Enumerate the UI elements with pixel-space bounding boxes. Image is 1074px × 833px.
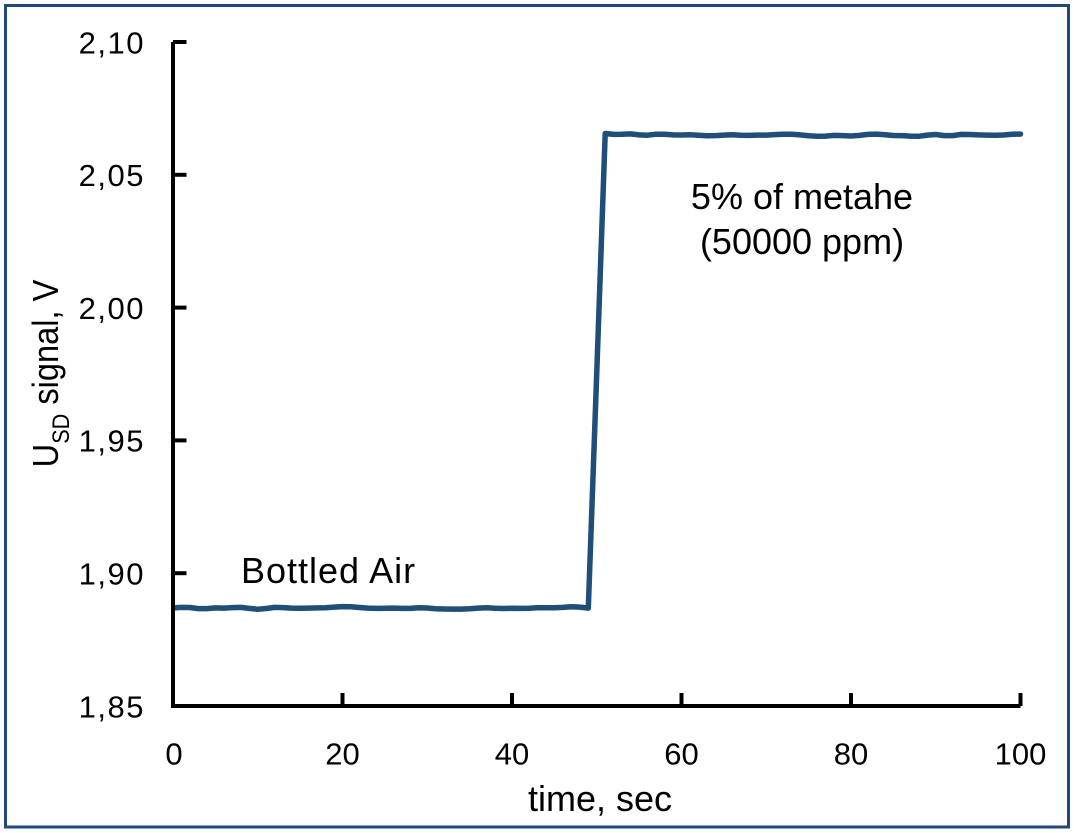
svg-text:5% of metahe: 5% of metahe: [691, 176, 913, 217]
svg-text:Bottled Air: Bottled Air: [241, 550, 416, 591]
svg-text:time, sec: time, sec: [528, 778, 672, 819]
svg-text:2,00: 2,00: [79, 291, 145, 326]
svg-text:100: 100: [995, 736, 1047, 771]
svg-text:(50000 ppm): (50000 ppm): [700, 221, 904, 262]
svg-text:60: 60: [664, 736, 698, 771]
svg-text:2,05: 2,05: [79, 158, 145, 193]
svg-text:20: 20: [325, 736, 359, 771]
svg-text:0: 0: [165, 736, 182, 771]
svg-text:40: 40: [495, 736, 529, 771]
svg-text:2,10: 2,10: [79, 25, 145, 60]
svg-text:80: 80: [834, 736, 868, 771]
svg-text:1,95: 1,95: [79, 424, 145, 459]
svg-text:1,90: 1,90: [79, 557, 145, 592]
svg-text:1,85: 1,85: [79, 689, 145, 724]
